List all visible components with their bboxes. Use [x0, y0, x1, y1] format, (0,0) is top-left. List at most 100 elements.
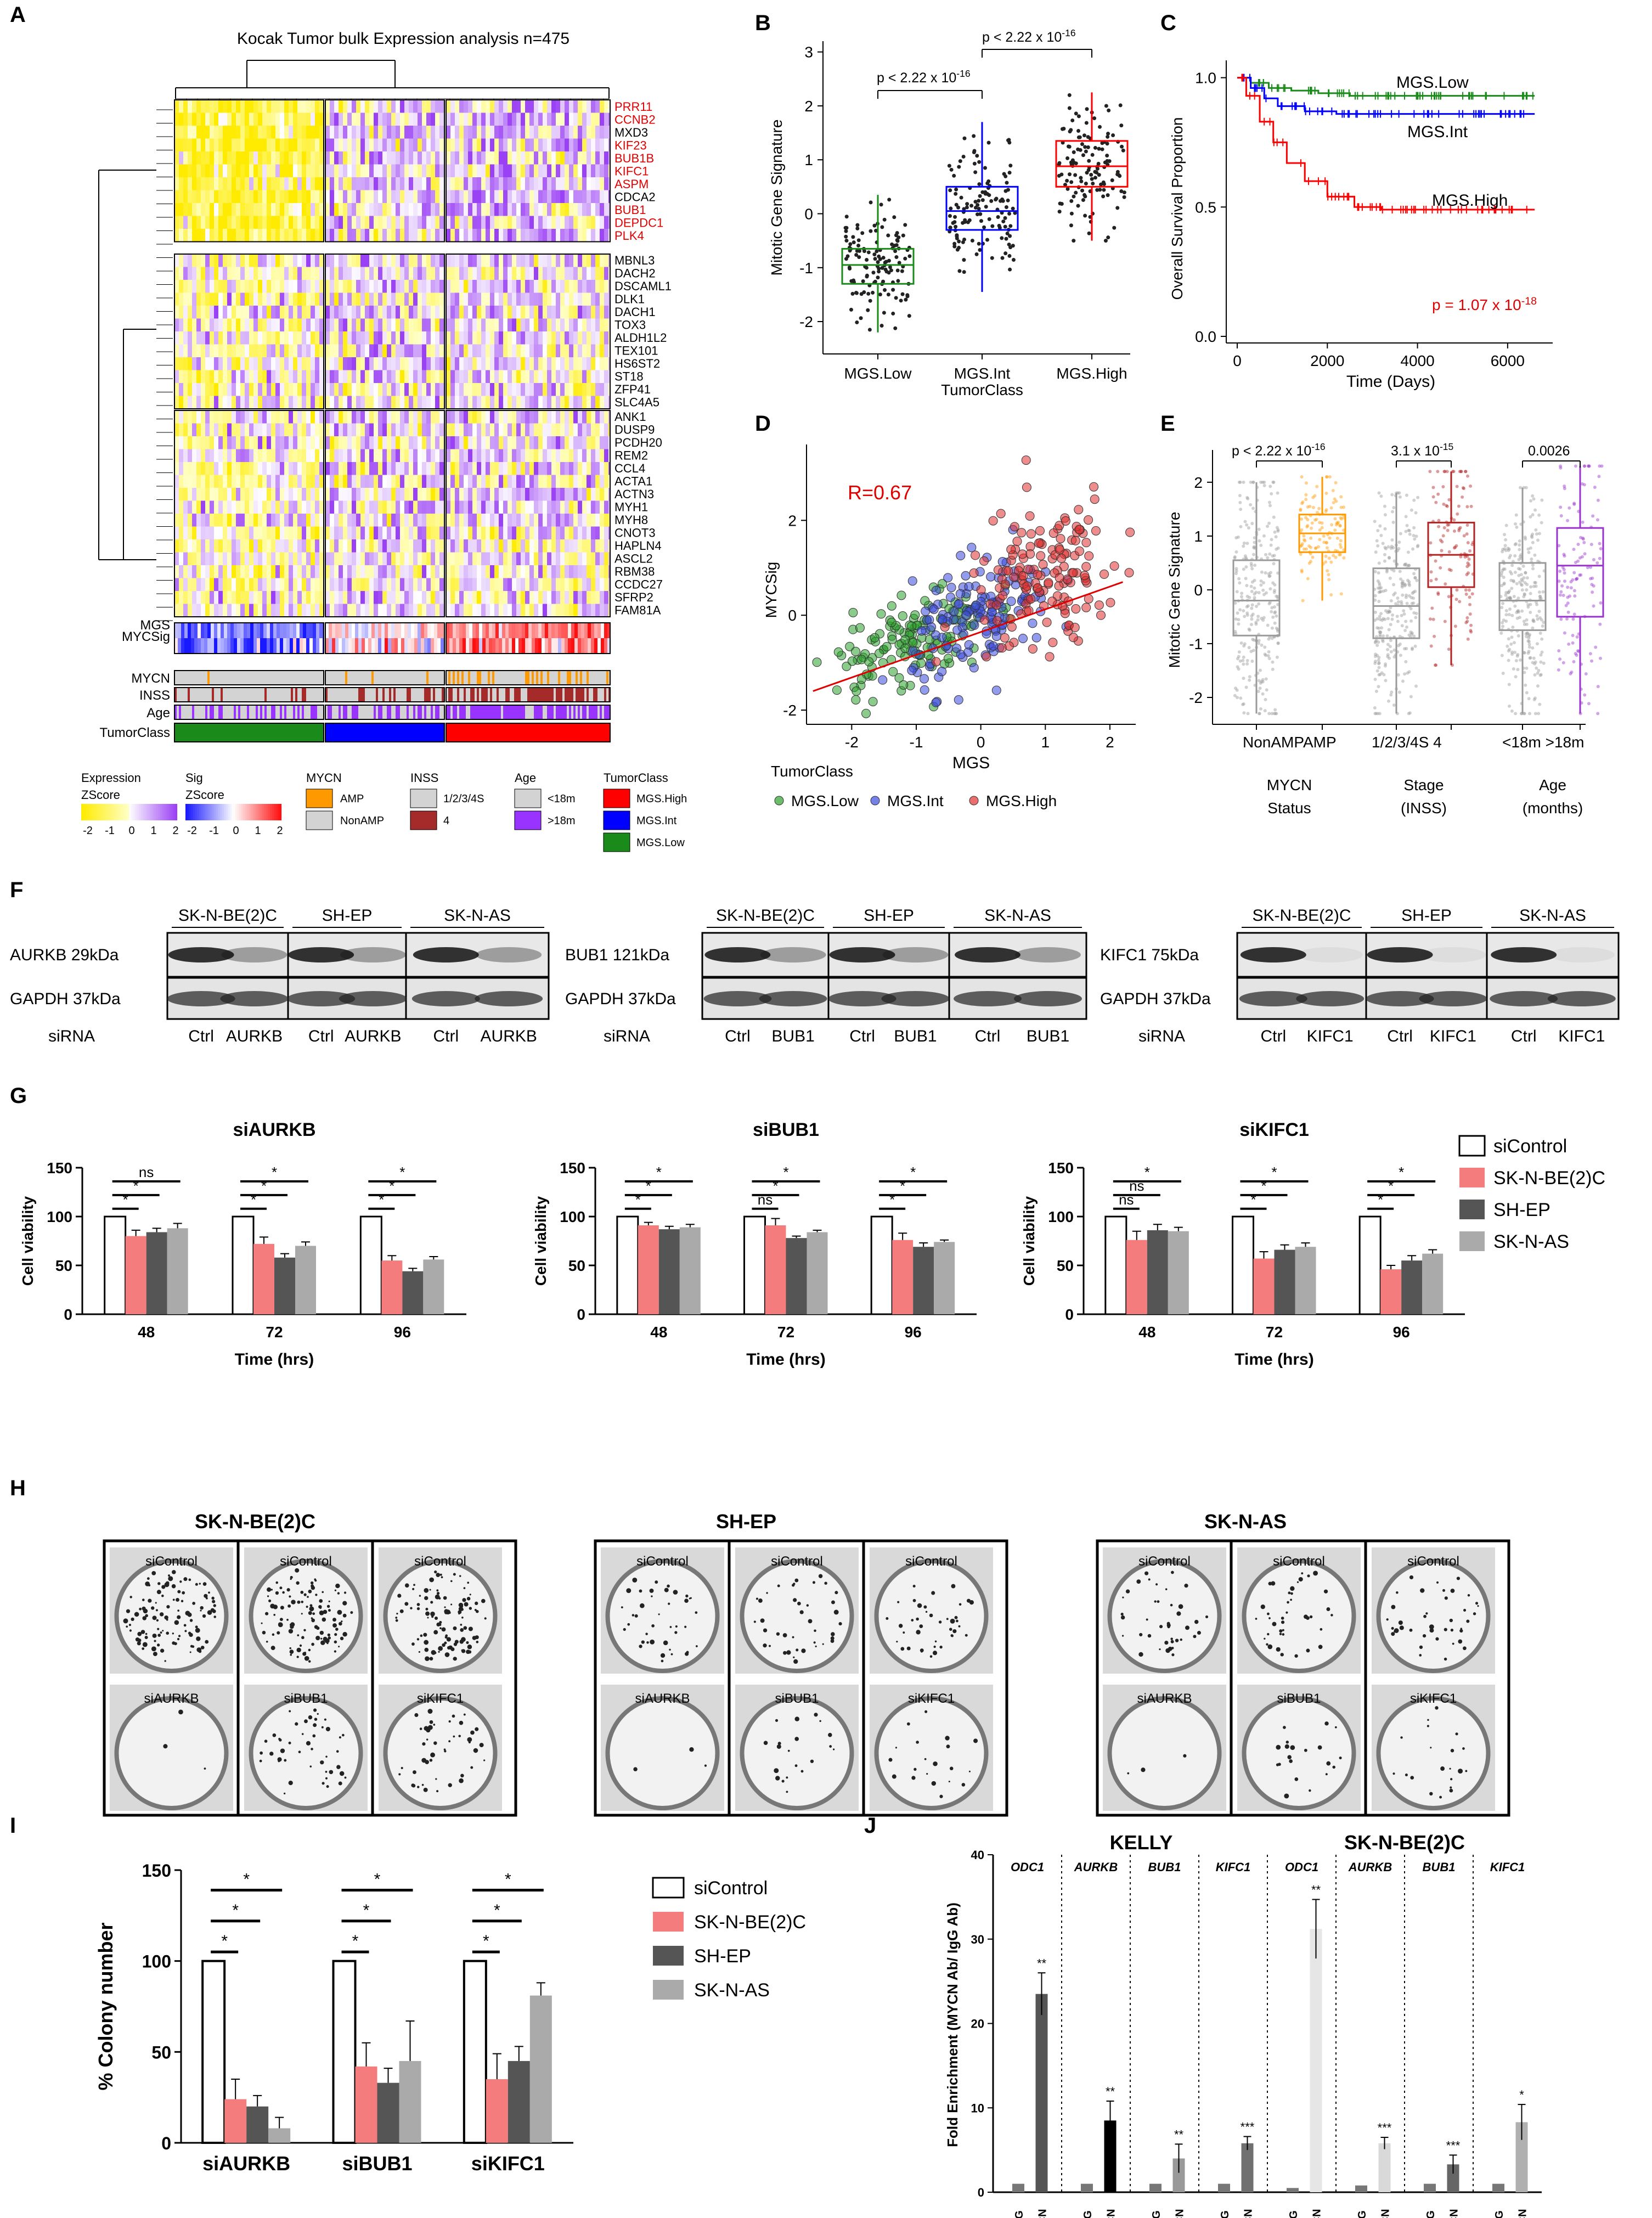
data-point	[1084, 182, 1088, 186]
annotation-cell	[486, 705, 488, 719]
heatmap-cell	[249, 578, 253, 591]
heatmap-cell	[306, 318, 311, 331]
heatmap-cell	[240, 177, 245, 190]
heatmap-cell	[311, 396, 315, 409]
signature-cell	[198, 638, 201, 654]
heatmap-cell	[565, 126, 569, 139]
heatmap-cell	[262, 292, 267, 306]
heatmap-cell	[253, 177, 258, 190]
heatmap-cell	[343, 203, 347, 216]
annotation-cell	[354, 705, 356, 719]
heatmap-cell	[311, 151, 315, 165]
gene-label: RBM38	[614, 565, 655, 578]
heatmap-cell	[600, 100, 604, 113]
x-tick-label: MGS.Int	[954, 365, 1011, 382]
heatmap-cell	[174, 396, 179, 409]
heatmap-cell	[262, 526, 267, 539]
signature-cell	[267, 638, 270, 654]
heatmap-cell	[569, 306, 573, 319]
signature-cell	[217, 638, 221, 654]
gene-label: TEX101	[614, 344, 658, 358]
heatmap-cell	[369, 370, 374, 383]
data-point	[1093, 176, 1097, 180]
heatmap-cell	[529, 267, 534, 280]
heatmap-cell	[240, 292, 245, 306]
heatmap-cell	[418, 552, 422, 565]
heatmap-cell	[369, 112, 374, 126]
signature-cell	[411, 623, 414, 638]
heatmap-cell	[556, 151, 560, 165]
heatmap-cell	[382, 475, 387, 488]
panel-letter-I: I	[10, 1814, 16, 1838]
heatmap-cell	[289, 475, 293, 488]
heatmap-cell	[319, 344, 324, 357]
heatmap-cell	[330, 436, 334, 449]
heatmap-cell	[253, 514, 258, 527]
heatmap-cell	[521, 190, 525, 203]
heatmap-cell	[201, 331, 205, 345]
heatmap-cell	[253, 112, 258, 126]
heatmap-cell	[302, 100, 306, 113]
signature-cell	[211, 623, 214, 638]
data-point	[882, 311, 886, 315]
heatmap-cell	[529, 126, 534, 139]
heatmap-cell	[396, 138, 400, 151]
annotation-cell	[475, 705, 477, 719]
heatmap-cell	[400, 254, 404, 267]
heatmap-cell	[578, 203, 582, 216]
heatmap-cell	[468, 578, 472, 591]
heatmap-cell	[192, 216, 196, 229]
heatmap-cell	[446, 177, 450, 190]
heatmap-cell	[604, 370, 608, 383]
data-point	[970, 239, 974, 243]
heatmap-cell	[468, 164, 472, 177]
heatmap-cell	[413, 318, 418, 331]
heatmap-cell	[525, 112, 529, 126]
colorbar-cell	[152, 804, 155, 820]
heatmap-cell	[297, 190, 302, 203]
heatmap-cell	[192, 552, 196, 565]
heatmap-cell	[325, 190, 330, 203]
heatmap-cell	[360, 306, 365, 319]
heatmap-cell	[218, 370, 223, 383]
heatmap-cell	[267, 370, 271, 383]
colorbar-cell	[167, 804, 170, 820]
heatmap-cell	[205, 280, 210, 293]
heatmap-cell	[365, 126, 369, 139]
heatmap-cell	[435, 462, 439, 475]
heatmap-cell	[275, 292, 280, 306]
heatmap-cell	[280, 138, 284, 151]
heatmap-cell	[534, 357, 538, 370]
heatmap-cell	[450, 565, 455, 578]
heatmap-cell	[188, 565, 192, 578]
heatmap-cell	[196, 267, 201, 280]
heatmap-cell	[205, 526, 210, 539]
heatmap-cell	[240, 514, 245, 527]
heatmap-cell	[236, 216, 240, 229]
x-tick-label: MGS.High	[1056, 365, 1127, 382]
heatmap-cell	[439, 526, 444, 539]
signature-cell	[414, 638, 418, 654]
heatmap-cell	[481, 318, 486, 331]
heatmap-cell	[565, 539, 569, 553]
data-point	[962, 270, 966, 274]
heatmap-cell	[468, 280, 472, 293]
heatmap-cell	[218, 578, 223, 591]
annotation-cell	[468, 671, 470, 685]
data-point	[880, 225, 884, 229]
heatmap-cell	[543, 100, 547, 113]
heatmap-cell	[472, 112, 477, 126]
heatmap-cell	[196, 112, 201, 126]
annotation-row-label: MYCSig	[122, 629, 170, 644]
heatmap-cell	[356, 331, 360, 345]
heatmap-cell	[587, 552, 591, 565]
annotation-cell	[464, 688, 466, 702]
heatmap-cell	[302, 138, 306, 151]
heatmap-cell	[569, 423, 573, 436]
heatmap-cell	[604, 203, 608, 216]
heatmap-cell	[481, 604, 486, 617]
heatmap-cell	[369, 578, 374, 591]
heatmap-cell	[347, 164, 352, 177]
heatmap-cell	[369, 423, 374, 436]
heatmap-cell	[334, 396, 339, 409]
